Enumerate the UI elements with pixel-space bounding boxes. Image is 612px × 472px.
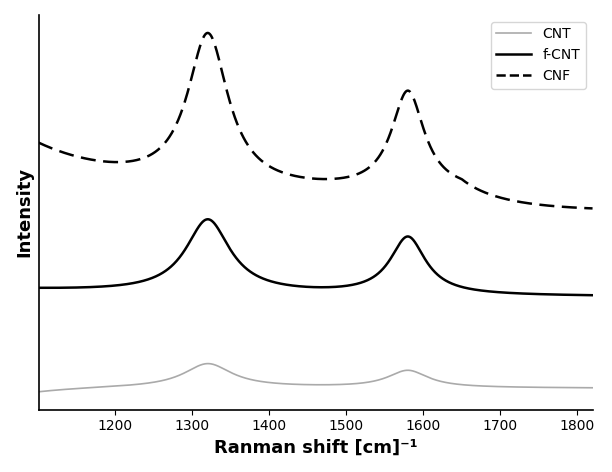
Legend: CNT, f-CNT, CNF: CNT, f-CNT, CNF (491, 22, 586, 89)
f-CNT (589, 292, 596, 298)
CNF (471, 185, 479, 191)
Line: f-CNT: f-CNT (39, 219, 592, 295)
f-CNT (290, 283, 297, 288)
f-CNT (35, 285, 42, 291)
CNF (290, 173, 297, 178)
X-axis label: Ranman shift [cm]⁻¹: Ranman shift [cm]⁻¹ (214, 439, 417, 457)
CNT (589, 385, 596, 391)
CNT (305, 382, 312, 388)
Line: CNF: CNF (39, 33, 592, 209)
f-CNT (63, 285, 70, 290)
CNT (573, 385, 580, 390)
CNF (573, 205, 580, 211)
f-CNT (573, 292, 580, 298)
CNT (290, 381, 297, 387)
CNT (471, 383, 479, 388)
CNT (35, 389, 42, 395)
f-CNT (204, 217, 212, 222)
f-CNT (471, 287, 479, 293)
Y-axis label: Intensity: Intensity (15, 167, 33, 257)
CNF (573, 205, 580, 211)
CNF (305, 175, 312, 181)
CNF (35, 140, 42, 145)
CNT (204, 361, 212, 366)
CNF (63, 151, 70, 156)
Line: CNT: CNT (39, 363, 592, 392)
f-CNT (573, 292, 580, 298)
CNT (573, 385, 580, 390)
f-CNT (305, 284, 312, 290)
CNF (204, 30, 211, 36)
CNT (63, 387, 70, 392)
CNF (589, 206, 596, 211)
